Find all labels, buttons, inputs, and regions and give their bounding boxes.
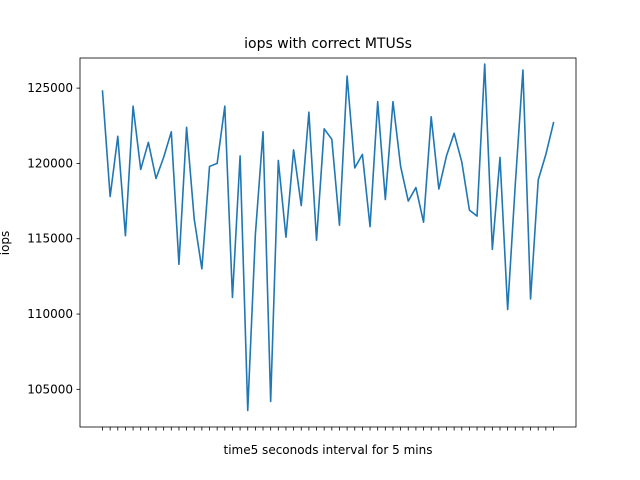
series-group xyxy=(101,63,555,412)
plot-area xyxy=(80,58,576,427)
x-ticks xyxy=(102,427,554,431)
chart-title: iops with correct MTUSs xyxy=(244,36,412,52)
plot-frame xyxy=(79,57,577,428)
y-axis-label: iops xyxy=(0,231,12,256)
x-axis-label: time5 seconods interval for 5 mins xyxy=(224,443,433,457)
y-ticks: 105000 110000 115000 120000 125000 xyxy=(27,81,80,396)
series-line xyxy=(101,63,555,412)
y-tick-label: 110000 xyxy=(27,307,73,321)
y-tick-label: 105000 xyxy=(27,382,73,396)
y-tick-label: 120000 xyxy=(27,156,73,170)
y-tick-label: 125000 xyxy=(27,81,73,95)
y-tick-label: 115000 xyxy=(27,232,73,246)
